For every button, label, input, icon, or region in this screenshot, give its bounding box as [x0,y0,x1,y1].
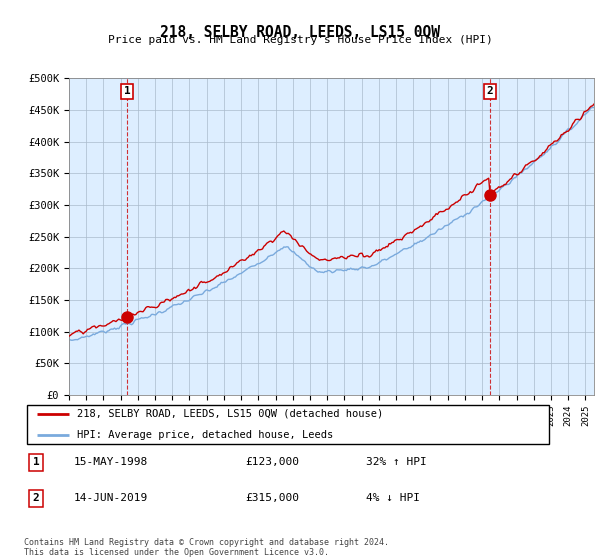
Text: 2: 2 [33,493,40,503]
Text: HPI: Average price, detached house, Leeds: HPI: Average price, detached house, Leed… [77,430,333,440]
Text: 4% ↓ HPI: 4% ↓ HPI [366,493,420,503]
Text: 14-JUN-2019: 14-JUN-2019 [74,493,148,503]
Text: 1: 1 [33,457,40,467]
Text: Price paid vs. HM Land Registry's House Price Index (HPI): Price paid vs. HM Land Registry's House … [107,35,493,45]
Text: 15-MAY-1998: 15-MAY-1998 [74,457,148,467]
Text: Contains HM Land Registry data © Crown copyright and database right 2024.
This d: Contains HM Land Registry data © Crown c… [24,538,389,557]
Text: £315,000: £315,000 [245,493,299,503]
Text: 1: 1 [124,86,130,96]
Text: 218, SELBY ROAD, LEEDS, LS15 0QW: 218, SELBY ROAD, LEEDS, LS15 0QW [160,25,440,40]
Text: 2: 2 [487,86,493,96]
Text: 218, SELBY ROAD, LEEDS, LS15 0QW (detached house): 218, SELBY ROAD, LEEDS, LS15 0QW (detach… [77,409,383,419]
Text: 32% ↑ HPI: 32% ↑ HPI [366,457,427,467]
FancyBboxPatch shape [26,405,550,444]
Text: £123,000: £123,000 [245,457,299,467]
